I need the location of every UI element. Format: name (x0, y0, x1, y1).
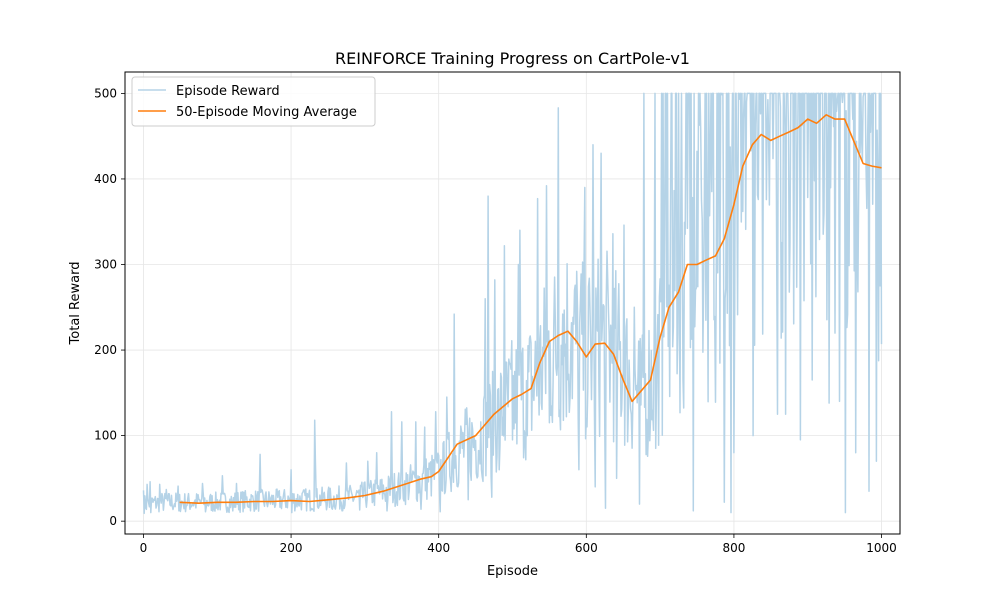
y-tick-label: 500 (94, 86, 117, 100)
axis-ticks: 0 200 400 600 800 1000 0 100 200 300 400 500 (94, 86, 897, 555)
y-tick-label: 0 (109, 514, 117, 528)
chart-title: REINFORCE Training Progress on CartPole-… (335, 49, 690, 68)
series-group (142, 92, 883, 515)
legend: Episode Reward 50-Episode Moving Average (131, 76, 376, 127)
x-tick-label: 1000 (866, 541, 897, 555)
x-tick-label: 800 (722, 541, 745, 555)
y-axis-label: Total Reward (68, 262, 83, 346)
series-line-moving-average (179, 114, 882, 505)
series-line-episode-reward (142, 92, 883, 515)
legend-label-moving-average: 50-Episode Moving Average (176, 105, 357, 120)
legend-box (131, 76, 376, 127)
y-tick-label: 300 (94, 258, 117, 272)
y-tick-label: 100 (94, 429, 117, 443)
x-axis-label: Episode (487, 564, 538, 579)
x-tick-label: 600 (575, 541, 598, 555)
legend-label-episode-reward: Episode Reward (176, 84, 280, 99)
y-tick-label: 400 (94, 172, 117, 186)
x-tick-label: 200 (280, 541, 303, 555)
x-tick-label: 0 (140, 541, 148, 555)
x-tick-label: 400 (427, 541, 450, 555)
plot-area-frame (124, 71, 901, 535)
grid (125, 72, 900, 534)
y-tick-label: 200 (94, 343, 117, 357)
